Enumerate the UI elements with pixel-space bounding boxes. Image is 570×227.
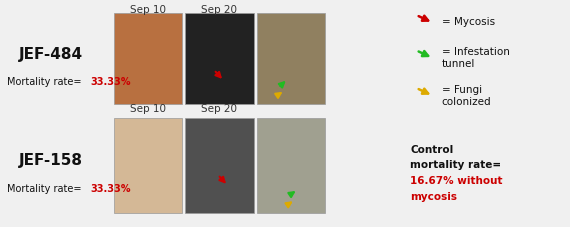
Text: Control: Control [410,145,454,155]
Text: Sep 20: Sep 20 [201,5,238,15]
Text: Sep 10: Sep 10 [130,5,166,15]
Text: = Fungi
colonized: = Fungi colonized [442,84,491,106]
Text: JEF-158: JEF-158 [19,153,83,168]
Bar [256,118,325,213]
Text: = Infestation
tunnel: = Infestation tunnel [442,47,510,69]
Text: mycosis: mycosis [410,191,457,201]
Text: JEF-484: JEF-484 [19,47,83,62]
Bar [114,14,182,104]
Text: mortality rate=: mortality rate= [410,160,502,170]
Bar [185,118,254,213]
Text: 33.33%: 33.33% [90,77,131,87]
Text: = Mycosis: = Mycosis [442,17,495,27]
Text: Sep 20: Sep 20 [201,104,238,114]
Bar [185,14,254,104]
Text: 33.33%: 33.33% [90,183,131,193]
Bar [114,118,182,213]
Text: Mortality rate=: Mortality rate= [7,77,85,87]
Text: Sep 10: Sep 10 [130,104,166,114]
Text: 16.67% without: 16.67% without [410,175,503,185]
Bar [256,14,325,104]
Text: Mortality rate=: Mortality rate= [7,183,85,193]
